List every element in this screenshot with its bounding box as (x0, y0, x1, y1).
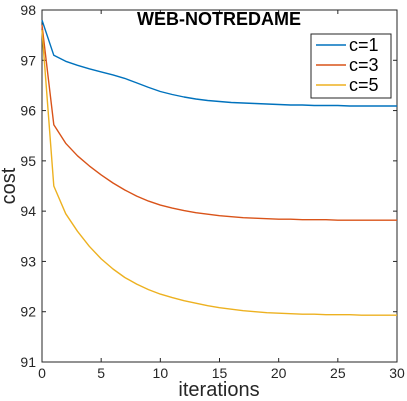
x-tick-label: 25 (330, 365, 346, 381)
x-axis-label: iterations (178, 379, 259, 401)
y-axis-label: cost (0, 167, 20, 204)
y-tick-label: 98 (20, 2, 36, 18)
x-tick-label: 15 (212, 365, 228, 381)
legend-label-1: c=1 (349, 35, 379, 55)
y-tick-label: 96 (20, 103, 36, 119)
y-tick-label: 95 (20, 153, 36, 169)
legend-label-3: c=5 (349, 75, 379, 95)
y-tick-label: 94 (20, 203, 36, 219)
x-tick-label: 0 (38, 365, 46, 381)
chart-title: WEB-NOTREDAME (137, 9, 301, 29)
x-tick-label: 30 (389, 365, 405, 381)
series-lines (41, 19, 397, 316)
series-line-3 (41, 30, 397, 316)
ticks: 0 5 10 15 20 25 30 91 92 93 94 95 96 97 98 (20, 2, 405, 381)
y-tick-label: 92 (20, 304, 36, 320)
y-tick-label: 91 (20, 354, 36, 370)
x-tick-label: 10 (153, 365, 169, 381)
legend: c=1c=3c=5 (310, 33, 392, 99)
series-line-1 (41, 19, 397, 107)
x-tick-label: 20 (271, 365, 287, 381)
y-tick-label: 97 (20, 52, 36, 68)
series-line-2 (41, 25, 397, 221)
y-tick-label: 93 (20, 253, 36, 269)
legend-label-2: c=3 (349, 55, 379, 75)
x-tick-label: 5 (97, 365, 105, 381)
